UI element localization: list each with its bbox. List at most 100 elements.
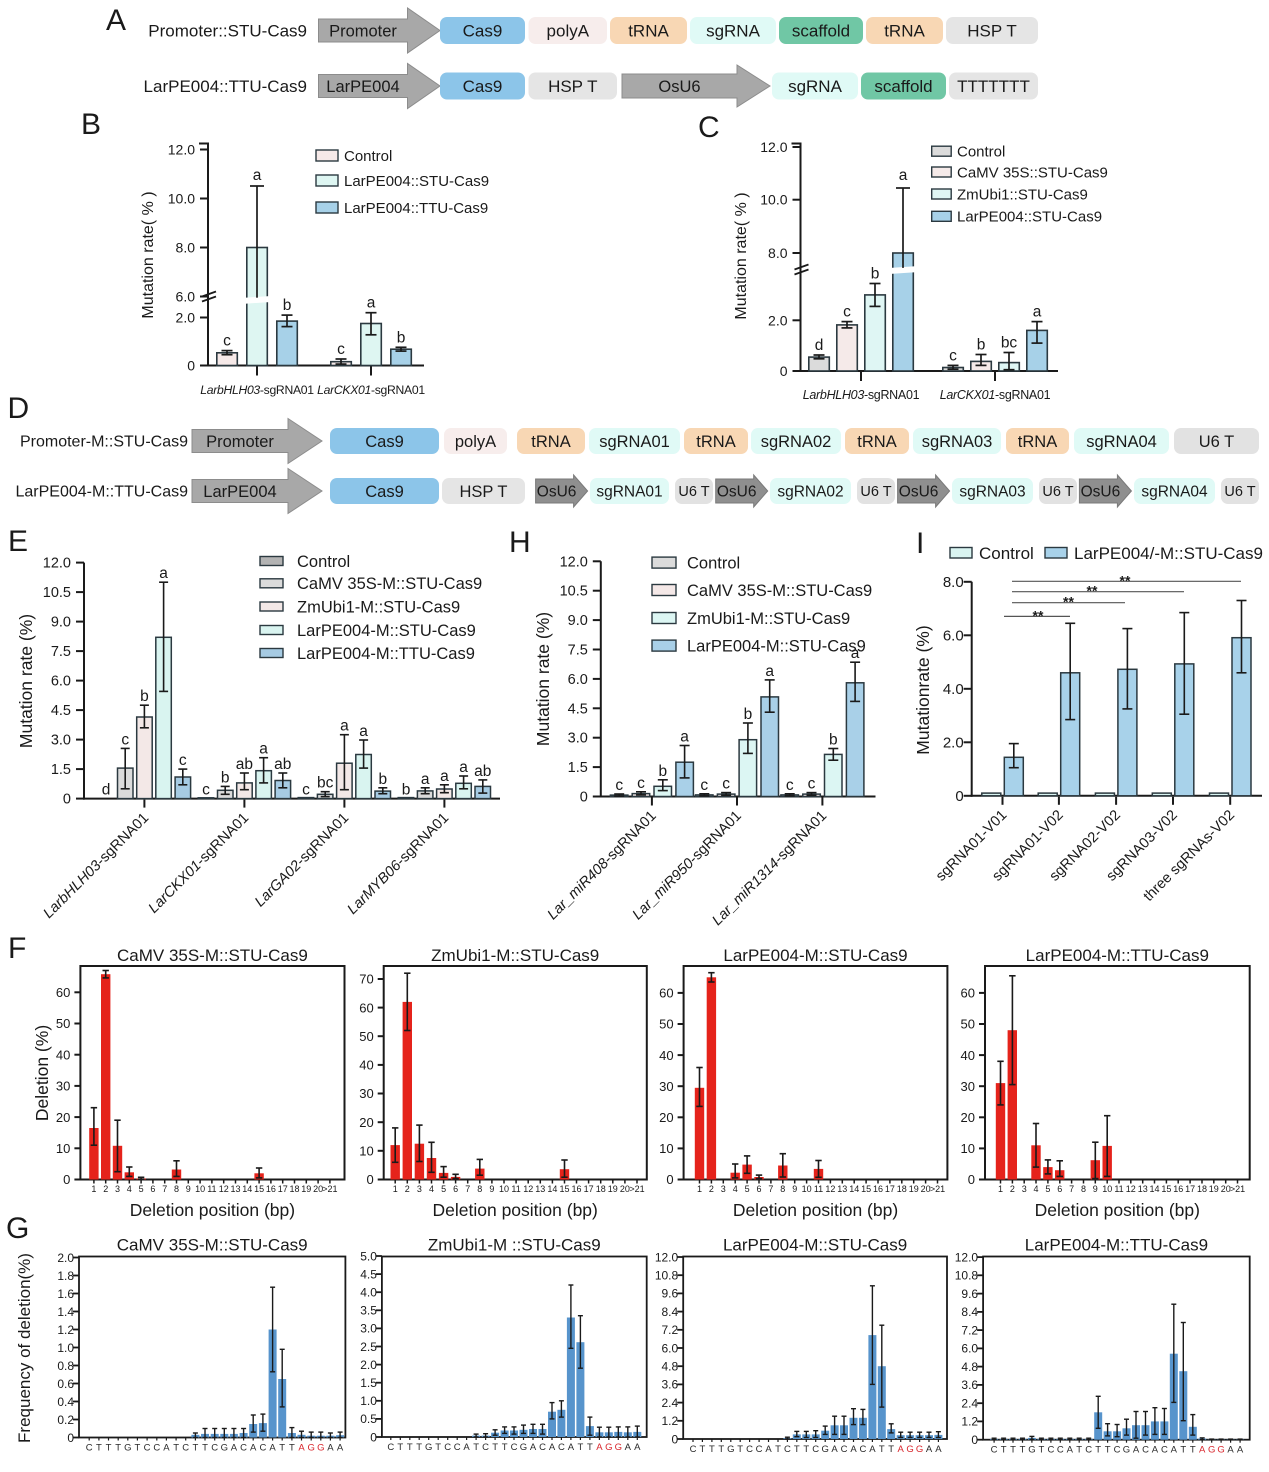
svg-text:6: 6 [150, 1184, 155, 1194]
svg-text:T: T [794, 1444, 800, 1455]
svg-text:C: C [387, 1442, 394, 1453]
svg-text:TTTTTTT: TTTTTTT [957, 77, 1030, 96]
svg-text:5: 5 [139, 1184, 144, 1194]
svg-text:T: T [1190, 1445, 1196, 1456]
svg-text:T: T [888, 1444, 894, 1455]
svg-text:B: B [81, 108, 101, 141]
svg-text:4.0: 4.0 [360, 1286, 377, 1300]
svg-text:20: 20 [659, 1110, 673, 1125]
svg-text:T: T [1038, 1445, 1044, 1456]
svg-text:T: T [397, 1442, 403, 1453]
svg-text:U6 T: U6 T [1224, 484, 1255, 500]
svg-text:Mutation rate (%): Mutation rate (%) [16, 614, 36, 748]
svg-text:a: a [459, 759, 468, 776]
svg-text:Cas9: Cas9 [365, 433, 404, 451]
svg-text:T: T [502, 1442, 508, 1453]
svg-text:10.5: 10.5 [560, 584, 588, 600]
svg-text:C: C [756, 1444, 763, 1455]
svg-text:12.0: 12.0 [560, 554, 588, 570]
svg-text:4.5: 4.5 [51, 703, 71, 719]
svg-text:polyA: polyA [455, 433, 496, 451]
svg-text:2.0: 2.0 [768, 312, 788, 328]
svg-text:7.2: 7.2 [961, 1323, 978, 1337]
svg-text:T: T [115, 1443, 121, 1454]
svg-text:A: A [106, 4, 126, 37]
svg-text:8: 8 [477, 1184, 482, 1194]
svg-text:A: A [298, 1443, 305, 1454]
svg-text:1.2: 1.2 [57, 1323, 74, 1337]
svg-text:9.6: 9.6 [662, 1287, 679, 1301]
svg-text:9: 9 [1093, 1184, 1098, 1194]
svg-text:1.2: 1.2 [662, 1414, 679, 1428]
svg-text:T: T [879, 1444, 885, 1455]
svg-text:Cas9: Cas9 [365, 483, 404, 501]
svg-text:polyA: polyA [547, 22, 590, 41]
svg-text:A: A [935, 1444, 942, 1455]
svg-text:8.0: 8.0 [943, 574, 964, 591]
svg-text:A: A [163, 1443, 170, 1454]
svg-text:LarPE004: LarPE004 [326, 78, 399, 96]
svg-text:13: 13 [837, 1184, 847, 1194]
svg-text:14: 14 [849, 1184, 859, 1194]
svg-text:18: 18 [289, 1184, 299, 1194]
svg-text:11: 11 [207, 1184, 216, 1194]
svg-text:8.4: 8.4 [662, 1305, 679, 1319]
svg-text:11: 11 [511, 1184, 520, 1194]
svg-text:19: 19 [909, 1184, 919, 1194]
svg-text:**: ** [1087, 583, 1098, 599]
svg-text:15: 15 [254, 1184, 264, 1194]
svg-text:0: 0 [67, 1431, 74, 1445]
svg-text:sgRNA03: sgRNA03 [922, 433, 993, 451]
svg-text:12: 12 [825, 1184, 835, 1194]
svg-text:8: 8 [1081, 1184, 1086, 1194]
svg-text:6: 6 [453, 1184, 458, 1194]
svg-text:7.5: 7.5 [568, 643, 588, 659]
svg-text:Cas9: Cas9 [463, 77, 503, 96]
svg-text:20: 20 [56, 1110, 70, 1125]
svg-text:C: C [812, 1444, 819, 1455]
svg-text:C: C [746, 1444, 753, 1455]
svg-text:I: I [916, 527, 924, 560]
svg-text:Promoter::STU-Cas9: Promoter::STU-Cas9 [148, 22, 307, 41]
svg-text:LarPE004-M::STU-Cas9: LarPE004-M::STU-Cas9 [687, 637, 866, 655]
svg-text:40: 40 [359, 1058, 373, 1073]
svg-text:T: T [1001, 1445, 1007, 1456]
svg-text:CaMV 35S-M::STU-Cas9: CaMV 35S-M::STU-Cas9 [117, 1236, 308, 1255]
svg-text:14: 14 [1149, 1184, 1159, 1194]
svg-text:7: 7 [768, 1184, 773, 1194]
svg-text:14: 14 [547, 1184, 557, 1194]
svg-text:OsU6: OsU6 [658, 78, 700, 96]
svg-text:20: 20 [1221, 1184, 1231, 1194]
svg-text:2: 2 [1010, 1184, 1015, 1194]
svg-text:7: 7 [1069, 1184, 1074, 1194]
svg-text:LarPE004-M::TTU-Cas9: LarPE004-M::TTU-Cas9 [16, 484, 189, 501]
svg-text:sgRNA03: sgRNA03 [959, 483, 1025, 500]
svg-text:8: 8 [174, 1184, 179, 1194]
svg-text:G: G [1208, 1445, 1215, 1456]
svg-text:16: 16 [873, 1184, 883, 1194]
svg-text:9.0: 9.0 [568, 613, 588, 629]
svg-text:6.0: 6.0 [961, 1342, 978, 1356]
svg-text:A: A [926, 1444, 933, 1455]
svg-text:LarCKX01-sgRNA01: LarCKX01-sgRNA01 [317, 383, 425, 397]
svg-text:ZmUbi1-M::STU-Cas9: ZmUbi1-M::STU-Cas9 [297, 598, 460, 616]
svg-text:Deletion position (bp): Deletion position (bp) [1035, 1200, 1200, 1220]
svg-text:a: a [253, 167, 262, 184]
svg-text:C: C [841, 1444, 848, 1455]
svg-text:9.0: 9.0 [51, 615, 71, 631]
svg-text:a: a [259, 741, 268, 758]
svg-text:G: G [308, 1443, 315, 1454]
svg-text:ZmUbi1-M::STU-Cas9: ZmUbi1-M::STU-Cas9 [431, 946, 599, 965]
svg-text:4: 4 [429, 1184, 434, 1194]
svg-text:b: b [140, 688, 149, 705]
svg-text:T: T [407, 1442, 413, 1453]
svg-text:C: C [784, 1444, 791, 1455]
svg-text:A: A [231, 1443, 238, 1454]
svg-text:A: A [898, 1444, 905, 1455]
svg-text:13: 13 [535, 1184, 545, 1194]
svg-text:50: 50 [56, 1016, 70, 1031]
svg-text:HSP T: HSP T [460, 483, 508, 501]
svg-text:7: 7 [465, 1184, 470, 1194]
svg-text:b: b [378, 771, 387, 788]
svg-text:3.0: 3.0 [568, 731, 588, 747]
